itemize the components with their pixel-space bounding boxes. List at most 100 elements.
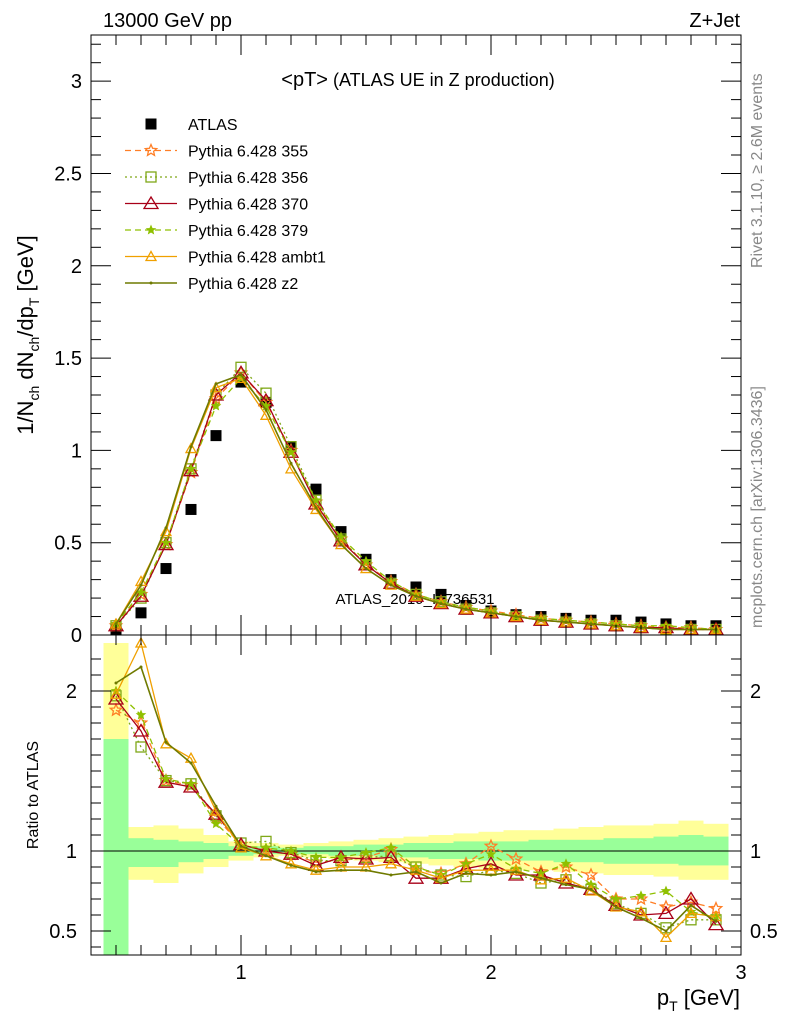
ratio-point-p355 (108, 702, 124, 717)
main-point-ambt1 (334, 538, 348, 550)
ratio-band-inner (303, 846, 329, 855)
ratio-line-p356 (115, 695, 716, 929)
main-point-z2 (514, 615, 518, 619)
main-plot-panel: <pT> (ATLAS UE in Z production) ATLAS_20… (13, 34, 742, 647)
ratio-point-ambt1 (559, 871, 573, 883)
ratio-point-p355 (158, 772, 174, 787)
main-point-z2 (164, 526, 168, 530)
ratio-point-p355 (358, 849, 374, 864)
main-point-z2 (264, 408, 268, 412)
main-point-ambt1 (309, 503, 323, 515)
ratio-point-p370 (407, 870, 425, 884)
ratio-point-p370 (157, 774, 175, 788)
ratio-band-inner (103, 739, 129, 955)
ratio-point-p370 (657, 905, 675, 920)
ratio-point-p370 (132, 723, 150, 737)
main-point-z2 (364, 567, 368, 571)
main-point-z2 (564, 620, 568, 624)
legend-label-ambt1: Pythia 6.428 ambt1 (188, 250, 326, 267)
main-point-z2 (214, 382, 218, 386)
ratio-point-p379 (360, 847, 372, 858)
main-y-tick-label: 0 (71, 625, 82, 647)
ratio-point-ambt1 (309, 863, 323, 875)
main-point-z2 (539, 618, 543, 622)
main-y-tick-label: 1.5 (54, 348, 82, 370)
legend-marker-atlas (145, 118, 157, 130)
x-tick-label: 1 (235, 962, 246, 984)
ratio-point-z2 (339, 868, 343, 872)
ratio-point-p356 (460, 870, 472, 883)
ratio-point-z2 (689, 903, 693, 907)
ratio-point-ambt1 (684, 907, 698, 919)
ratio-point-z2 (164, 740, 168, 744)
ratio-point-ambt1 (384, 857, 398, 869)
ratio-point-ambt1 (284, 857, 298, 869)
ratio-point-z2 (539, 876, 543, 880)
main-point-z2 (339, 543, 343, 547)
ratio-point-z2 (464, 871, 468, 875)
ratio-line-p370 (115, 698, 717, 926)
main-point-z2 (589, 622, 593, 626)
ratio-point-z2 (289, 863, 293, 867)
ratio-point-z2 (589, 887, 593, 891)
main-point-z2 (189, 445, 193, 449)
main-point-atlas (160, 563, 172, 575)
legend-marker-p355 (143, 142, 159, 157)
main-y-tick-label: 1 (71, 440, 82, 462)
ratio-point-p355 (658, 899, 674, 914)
ratio-point-p379 (335, 851, 347, 862)
ratio-y-axis-label: Ratio to ATLAS (25, 741, 42, 849)
ratio-band-inner (678, 835, 704, 866)
main-point-z2 (439, 602, 443, 606)
main-point-ambt1 (209, 381, 223, 393)
legend-label-p355: Pythia 6.428 355 (188, 144, 308, 161)
ratio-series-p356 (110, 690, 722, 934)
main-plot-title: <pT> (ATLAS UE in Z production) (281, 69, 554, 91)
legend-label-p356: Pythia 6.428 356 (188, 170, 308, 187)
ratio-band-inner (178, 841, 204, 863)
ratio-point-p379 (185, 778, 197, 789)
x-tick-label: 2 (485, 962, 496, 984)
ratio-band-inner (528, 839, 554, 861)
main-point-z2 (464, 607, 468, 611)
ratio-point-p379 (160, 773, 172, 784)
main-point-p379 (310, 494, 322, 505)
ratio-point-z2 (639, 916, 643, 920)
main-point-atlas (210, 430, 222, 442)
ratio-y-tick-label-right: 1 (750, 841, 761, 863)
ratio-point-z2 (114, 681, 118, 685)
ratio-band-inner (128, 838, 154, 867)
main-point-ambt1 (359, 562, 373, 574)
ratio-point-z2 (414, 870, 418, 874)
ratio-band-inner (653, 836, 679, 864)
main-y-tick-label: 3 (71, 71, 82, 93)
main-point-z2 (314, 506, 318, 510)
ratio-point-z2 (189, 761, 193, 765)
ratio-point-p379 (285, 845, 297, 856)
ratio-band-inner (153, 839, 179, 867)
main-point-atlas (185, 503, 197, 515)
ratio-point-z2 (614, 905, 618, 909)
ratio-point-p379 (385, 842, 397, 853)
ratio-series-z2 (114, 665, 718, 933)
ratio-point-ambt1 (634, 905, 648, 917)
main-point-p379 (160, 537, 172, 548)
ratio-point-z2 (214, 804, 218, 808)
ratio-y-tick-label-right: 2 (750, 681, 761, 703)
ratio-point-p356 (685, 914, 697, 926)
main-y-axis-label: 1/Nch dNch/dpT [GeV] (13, 235, 42, 435)
legend: ATLAS Pythia 6.428 355 Pythia 6.428 356 Pyt… (125, 117, 326, 293)
ratio-line-z2 (115, 665, 717, 932)
ratio-point-z2 (489, 873, 493, 877)
main-point-z2 (289, 461, 293, 465)
main-point-p379 (285, 446, 297, 457)
ratio-y-tick-label: 0.5 (49, 921, 77, 943)
main-point-z2 (239, 373, 243, 377)
ratio-point-z2 (514, 870, 518, 874)
main-point-z2 (389, 583, 393, 587)
ratio-point-p370 (482, 856, 500, 870)
legend-label-p379: Pythia 6.428 379 (188, 223, 308, 240)
main-point-ambt1 (184, 442, 198, 454)
main-point-ambt1 (384, 578, 398, 590)
